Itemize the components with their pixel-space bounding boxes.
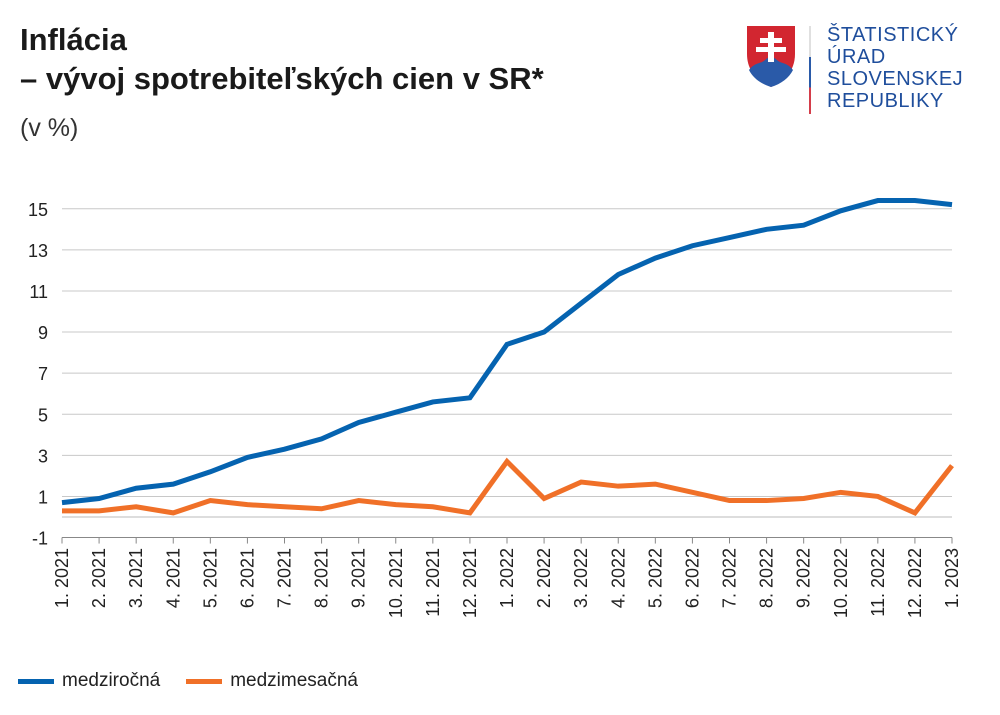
x-tick-label: 3. 2022 — [571, 548, 591, 608]
x-tick-label: 3. 2021 — [126, 548, 146, 608]
logo-line: ŠTATISTICKÝ — [827, 24, 959, 46]
series-line — [62, 457, 954, 516]
unit-label: (v %) — [20, 114, 79, 142]
x-tick-label: 11. 2021 — [423, 548, 443, 617]
title-line-2: – vývoj spotrebiteľských cien v SR* — [20, 61, 544, 96]
x-tick-label: 8. 2021 — [312, 548, 332, 608]
chart-title: Inflácia – vývoj spotrebiteľských cien v… — [20, 20, 544, 98]
legend-swatch — [186, 678, 223, 684]
y-tick-label: 1 — [38, 487, 48, 507]
y-tick-label: 13 — [28, 241, 48, 261]
susr-logo: ŠTATISTICKÝ ÚRAD SLOVENSKEJ REPUBLIKY — [745, 24, 975, 119]
x-tick-label: 10. 2021 — [386, 548, 406, 618]
x-tick-label: 12. 2021 — [460, 548, 480, 618]
x-tick-label: 6. 2022 — [682, 548, 702, 608]
x-tick-label: 5. 2022 — [645, 548, 665, 608]
y-tick-label: 3 — [38, 446, 48, 466]
x-tick-label: 9. 2022 — [794, 548, 814, 608]
logo-divider — [809, 26, 811, 114]
title-line-1: Inflácia — [20, 22, 127, 57]
legend-label: medziročná — [62, 670, 161, 691]
x-tick-label: 8. 2022 — [757, 548, 777, 608]
y-tick-label: 15 — [28, 200, 48, 220]
x-tick-label: 7. 2021 — [275, 548, 295, 608]
x-tick-label: 9. 2021 — [349, 548, 369, 608]
logo-line: SLOVENSKEJ — [827, 68, 964, 90]
series-line — [61, 198, 953, 506]
x-tick-label: 6. 2021 — [237, 548, 257, 608]
y-tick-label: 9 — [38, 323, 48, 343]
legend-label: medzimesačná — [230, 670, 358, 691]
legend-item: medziročná — [18, 670, 160, 692]
x-tick-label: 1. 2023 — [942, 548, 962, 608]
x-tick-label: 4. 2021 — [163, 548, 183, 608]
x-tick-label: 11. 2022 — [868, 548, 888, 617]
x-tick-label: 2. 2022 — [534, 548, 554, 608]
y-tick-label: 5 — [38, 405, 48, 425]
y-tick-label: 11 — [29, 282, 48, 302]
logo-line: REPUBLIKY — [827, 90, 944, 112]
y-tick-label: -1 — [32, 529, 48, 549]
legend: medziročná medzimesačná — [18, 670, 358, 692]
x-tick-label: 5. 2021 — [200, 548, 220, 608]
logo-text: ŠTATISTICKÝ ÚRAD SLOVENSKEJ REPUBLIKY — [827, 24, 963, 112]
x-tick-label: 1. 2022 — [497, 548, 517, 608]
logo-line: ÚRAD — [827, 46, 886, 68]
x-tick-label: 1. 2021 — [52, 548, 72, 608]
x-tick-label: 12. 2022 — [905, 548, 925, 618]
legend-item: medzimesačná — [186, 670, 358, 692]
x-tick-label: 2. 2021 — [89, 548, 109, 608]
y-tick-label: 7 — [38, 364, 48, 384]
legend-swatch — [18, 678, 54, 684]
x-tick-label: 7. 2022 — [720, 548, 740, 608]
x-tick-label: 4. 2022 — [608, 548, 628, 608]
x-tick-label: 10. 2022 — [831, 548, 851, 618]
coat-of-arms-icon — [747, 26, 795, 87]
